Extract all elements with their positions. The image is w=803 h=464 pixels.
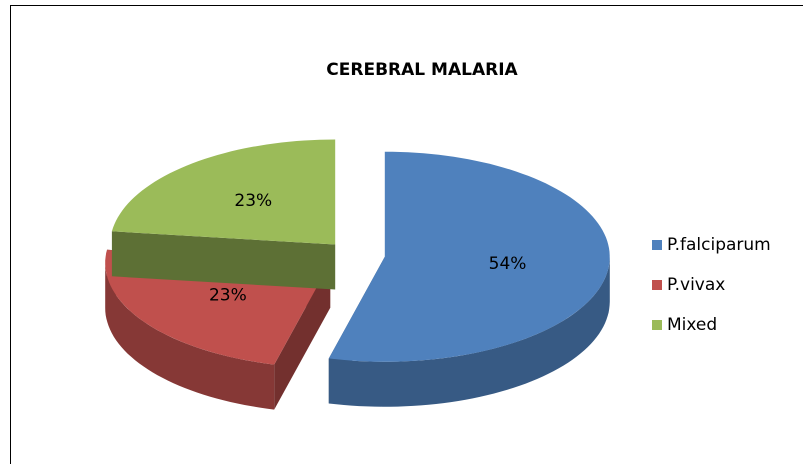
legend-label: Mixed [667, 315, 717, 335]
slice-side [105, 262, 275, 410]
slice [111, 139, 336, 290]
legend-swatch [652, 280, 662, 290]
slice [111, 139, 336, 245]
slice [328, 151, 610, 362]
chart-title: CEREBRAL MALARIA [326, 60, 518, 80]
legend-swatch [652, 240, 662, 250]
slice-side [111, 231, 336, 290]
data-label: 54% [489, 254, 527, 274]
data-label: 23% [209, 285, 247, 305]
legend-label: P.vivax [667, 275, 725, 295]
slice-side [328, 256, 610, 407]
legend-swatch [652, 320, 662, 330]
slice [328, 151, 610, 407]
legend-label: P.falciparum [667, 235, 771, 255]
data-label: 23% [234, 191, 272, 211]
